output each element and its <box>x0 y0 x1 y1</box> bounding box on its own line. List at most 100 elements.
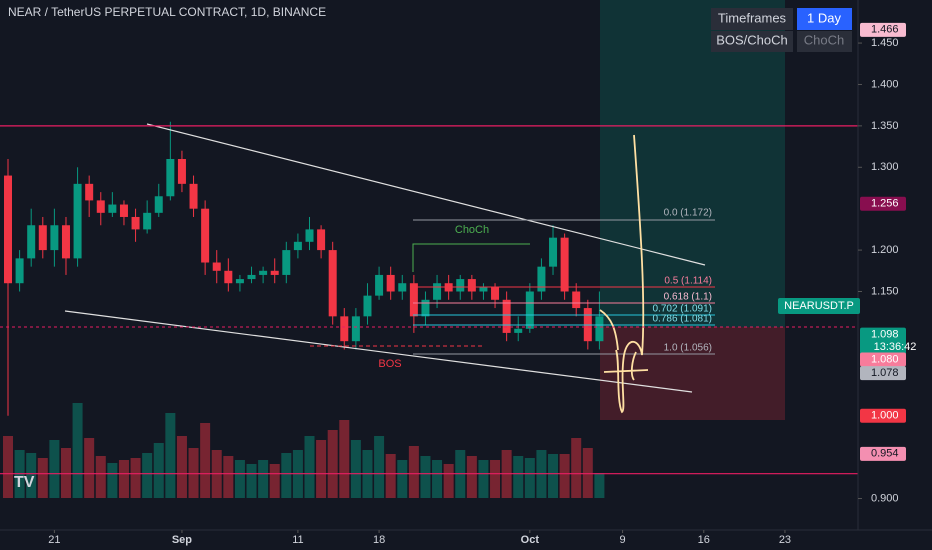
loss-zone <box>600 327 785 420</box>
volume-bar <box>130 458 141 498</box>
y-tick-label: 1.400 <box>871 78 899 90</box>
countdown: 13:36:42 <box>874 341 917 353</box>
bos-label: BOS <box>378 358 401 370</box>
volume-bar <box>594 473 605 498</box>
candle-body <box>491 287 500 300</box>
tf-label: Timeframes <box>718 10 787 25</box>
candle-body <box>560 237 569 292</box>
candle-body <box>595 316 604 342</box>
candle-body <box>177 159 186 184</box>
volume-bar <box>571 438 582 498</box>
candle-body <box>421 299 430 317</box>
candle-body <box>479 287 488 292</box>
volume-bar <box>385 454 396 498</box>
price-label-box <box>860 408 906 423</box>
level-lines <box>0 125 858 475</box>
fib-label: 0.5 (1.114) <box>664 276 712 287</box>
candle-body <box>433 283 442 300</box>
volume-bar <box>188 448 199 498</box>
volume-bar <box>49 440 60 498</box>
volume-bar <box>316 440 327 498</box>
volume-bar <box>304 436 315 498</box>
price-label-box <box>860 196 906 211</box>
y-tick-label: 1.450 <box>871 37 899 49</box>
fib-label: 0.0 (1.172) <box>664 208 712 219</box>
chart-title: NEAR / TetherUS PERPETUAL CONTRACT, 1D, … <box>8 5 326 19</box>
x-tick-label: 18 <box>373 534 385 546</box>
x-tick-label: 21 <box>48 534 60 546</box>
candle-body <box>409 283 418 317</box>
price-label: 1.098 <box>871 328 899 340</box>
volume-bar <box>466 456 477 498</box>
fib-label: 1.0 (1.056) <box>664 343 712 354</box>
fib-label: 0.618 (1.1) <box>664 292 712 303</box>
candle-body <box>340 316 349 342</box>
volume-bar <box>223 456 234 498</box>
candle-body <box>328 250 337 317</box>
price-label: 1.466 <box>871 24 899 36</box>
candle-body <box>73 183 82 259</box>
symbol-label: NEARUSDT.P <box>784 300 854 312</box>
volume-bar <box>548 454 559 498</box>
volume-bar <box>490 460 501 498</box>
bos-choch-label: BOS/ChoCh <box>716 32 788 47</box>
candle-body <box>224 270 233 284</box>
candle-body <box>525 291 534 329</box>
candle-body <box>398 283 407 292</box>
volume-bar <box>339 420 350 498</box>
profit-zone <box>600 0 785 327</box>
hand-drawing <box>599 134 649 414</box>
symbol-box <box>778 298 860 314</box>
price-label: 0.954 <box>871 448 899 460</box>
volume-bar <box>350 440 361 498</box>
candle-body <box>363 295 372 317</box>
candle-body <box>201 208 210 263</box>
candle-body <box>189 183 198 209</box>
candle-body <box>108 204 117 213</box>
candle-body <box>282 250 291 275</box>
volume-bar <box>200 423 211 498</box>
axis-layer: 1.450 1.400 1.350 1.300 1.200 1.150 0.900 21 Sep… <box>48 22 906 546</box>
bos-value-box[interactable] <box>797 31 852 52</box>
candle-body <box>96 200 105 213</box>
candle-body <box>50 225 59 251</box>
price-label-box <box>860 352 906 367</box>
candle-body <box>4 175 13 284</box>
price-label: 1.256 <box>871 198 899 210</box>
tv-logo: TV <box>14 474 35 491</box>
volume-bar <box>478 460 489 498</box>
volume-bar <box>142 453 153 498</box>
candle-body <box>247 274 256 280</box>
candle-body <box>502 299 511 333</box>
volume-bar <box>559 454 570 498</box>
volume-bar <box>107 463 118 498</box>
y-tick-label: 1.200 <box>871 244 899 256</box>
volume-bar <box>60 448 71 498</box>
candle-body <box>514 328 523 333</box>
candle-body <box>27 225 36 259</box>
candle-body <box>85 183 94 201</box>
choch-line <box>412 243 530 272</box>
candle-body <box>549 237 558 267</box>
volume-bar <box>176 436 187 498</box>
volume-bar <box>234 460 245 498</box>
choch-label: ChoCh <box>455 224 489 236</box>
tf-value[interactable]: 1 Day <box>807 10 841 25</box>
candle-body <box>305 229 314 242</box>
fib-label: 0.702 (1.091) <box>653 304 713 315</box>
volume-bar <box>3 436 14 498</box>
x-tick-label: Sep <box>172 534 192 546</box>
candle-body <box>375 274 384 296</box>
candle-body <box>235 279 244 284</box>
candle-body <box>154 196 163 213</box>
price-label-box <box>860 366 906 381</box>
volume-bar <box>246 464 257 498</box>
volume-bar <box>118 460 129 498</box>
volume-bar <box>269 464 280 498</box>
x-tick-label: 9 <box>620 534 626 546</box>
candle-body <box>212 262 221 271</box>
trend-line <box>64 310 693 393</box>
tf-value-box[interactable] <box>797 8 852 30</box>
bos-choch-value[interactable]: ChoCh <box>804 32 844 47</box>
